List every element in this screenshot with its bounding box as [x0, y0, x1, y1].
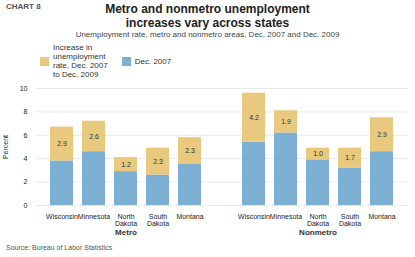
svg-text:SouthDakota: SouthDakota [147, 213, 169, 227]
svg-text:2.3: 2.3 [185, 147, 195, 154]
html-text:Source: Bureau of Labor Statis: Source: Bureau of Labor Statistics [6, 244, 113, 251]
svg-text:Metro: Metro [115, 228, 137, 237]
svg-text:Minnesota: Minnesota [270, 213, 302, 220]
html-text:Increase in unemployment rate,: Increase in unemployment rate, Dec. 2007… [53, 43, 108, 79]
svg-text:2.3: 2.3 [153, 158, 163, 165]
svg-text:2.6: 2.6 [89, 133, 99, 140]
svg-text:8: 8 [24, 108, 28, 115]
svg-text:6: 6 [24, 132, 28, 139]
svg-text:Wisconsin: Wisconsin [46, 213, 78, 220]
svg-text:Wisconsin: Wisconsin [238, 213, 270, 220]
svg-text:NorthDakota: NorthDakota [307, 213, 329, 227]
svg-text:1.7: 1.7 [345, 154, 355, 161]
svg-text:Percent: Percent [2, 135, 9, 159]
svg-text:NorthDakota: NorthDakota [115, 213, 137, 227]
svg-text:Montana: Montana [176, 213, 203, 220]
svg-text:2.9: 2.9 [57, 140, 67, 147]
html-text:Unemployment rate, metro and n: Unemployment rate, metro and nonmetro ar… [75, 30, 340, 39]
html-text:Metro and nonmetro unemploymen: Metro and nonmetro unemployment increase… [105, 2, 310, 30]
svg-text:4.2: 4.2 [249, 114, 259, 121]
svg-text:Nonmetro: Nonmetro [299, 228, 337, 237]
svg-text:SouthDakota: SouthDakota [339, 213, 361, 227]
svg-text:2: 2 [24, 178, 28, 185]
svg-text:Montana: Montana [368, 213, 395, 220]
svg-text:1.2: 1.2 [121, 161, 131, 168]
html-text:CHART 8: CHART 8 [6, 2, 41, 11]
html-text:Dec. 2007: Dec. 2007 [134, 56, 172, 66]
svg-text:4: 4 [24, 155, 28, 162]
svg-text:1.0: 1.0 [313, 150, 323, 157]
svg-text:0: 0 [24, 202, 28, 209]
svg-text:1.9: 1.9 [281, 118, 291, 125]
svg-text:Minnesota: Minnesota [78, 213, 110, 220]
svg-text:10: 10 [20, 85, 28, 92]
svg-text:2.9: 2.9 [377, 131, 387, 138]
